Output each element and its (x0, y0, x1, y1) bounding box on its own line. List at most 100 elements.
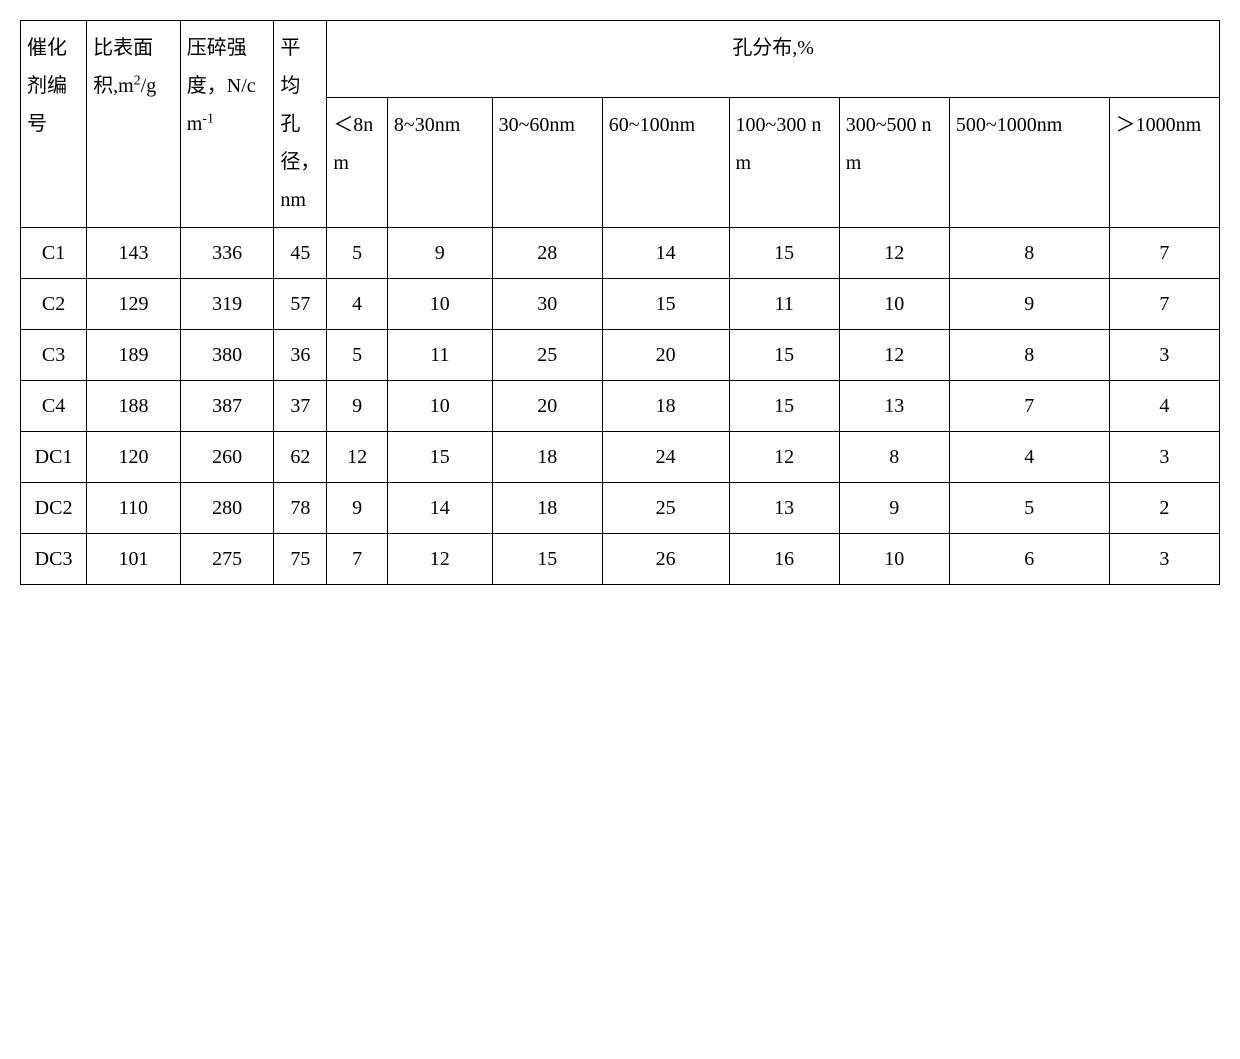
cell-dist-8-30: 9 (387, 228, 492, 279)
table-row: DC3101275757121526161063 (21, 534, 1220, 585)
col-header-surface-area: 比表面积,m2/g (87, 21, 181, 228)
crush-strength-sup: -1 (202, 111, 214, 126)
cell-avg-pore: 45 (274, 228, 327, 279)
cell-dist-100-300: 15 (729, 330, 839, 381)
cell-dist-lt8: 4 (327, 279, 388, 330)
cell-dist-8-30: 15 (387, 432, 492, 483)
cell-dist-lt8: 9 (327, 483, 388, 534)
cell-dist-100-300: 16 (729, 534, 839, 585)
cell-dist-60-100: 14 (602, 228, 729, 279)
cell-dist-500-1000: 8 (949, 228, 1109, 279)
cell-dist-500-1000: 5 (949, 483, 1109, 534)
cell-dist-300-500: 12 (839, 228, 949, 279)
cell-crush-strength: 280 (180, 483, 274, 534)
cell-avg-pore: 62 (274, 432, 327, 483)
cell-catalyst-id: C1 (21, 228, 87, 279)
cell-dist-gt1000: 3 (1109, 534, 1219, 585)
cell-dist-lt8: 9 (327, 381, 388, 432)
cell-dist-gt1000: 7 (1109, 279, 1219, 330)
cell-dist-100-300: 11 (729, 279, 839, 330)
cell-dist-30-60: 20 (492, 381, 602, 432)
cell-dist-gt1000: 2 (1109, 483, 1219, 534)
cell-dist-500-1000: 6 (949, 534, 1109, 585)
cell-dist-30-60: 30 (492, 279, 602, 330)
col-header-dist-60-100: 60~100nm (602, 97, 729, 227)
cell-catalyst-id: DC3 (21, 534, 87, 585)
col-header-dist-gt1000: ＞1000nm (1109, 97, 1219, 227)
cell-dist-500-1000: 4 (949, 432, 1109, 483)
cell-crush-strength: 387 (180, 381, 274, 432)
catalyst-properties-table: 催化剂编号 比表面积,m2/g 压碎强度，N/cm-1 平均孔径，nm 孔分布,… (20, 20, 1220, 585)
data-table: 催化剂编号 比表面积,m2/g 压碎强度，N/cm-1 平均孔径，nm 孔分布,… (20, 20, 1220, 585)
cell-avg-pore: 78 (274, 483, 327, 534)
cell-catalyst-id: C4 (21, 381, 87, 432)
table-row: DC1120260621215182412843 (21, 432, 1220, 483)
cell-dist-lt8: 12 (327, 432, 388, 483)
cell-crush-strength: 380 (180, 330, 274, 381)
cell-dist-500-1000: 7 (949, 381, 1109, 432)
col-header-dist-500-1000: 500~1000nm (949, 97, 1109, 227)
cell-dist-60-100: 24 (602, 432, 729, 483)
cell-dist-100-300: 15 (729, 381, 839, 432)
table-row: DC211028078914182513952 (21, 483, 1220, 534)
cell-dist-lt8: 5 (327, 228, 388, 279)
cell-dist-60-100: 26 (602, 534, 729, 585)
cell-crush-strength: 336 (180, 228, 274, 279)
cell-dist-30-60: 25 (492, 330, 602, 381)
col-header-crush-strength: 压碎强度，N/cm-1 (180, 21, 274, 228)
surface-area-sup: 2 (134, 73, 141, 88)
cell-dist-60-100: 25 (602, 483, 729, 534)
cell-dist-8-30: 10 (387, 279, 492, 330)
cell-dist-30-60: 28 (492, 228, 602, 279)
cell-dist-300-500: 10 (839, 534, 949, 585)
col-header-avg-pore-diameter: 平均孔径，nm (274, 21, 327, 228)
cell-dist-100-300: 15 (729, 228, 839, 279)
cell-dist-8-30: 11 (387, 330, 492, 381)
cell-crush-strength: 319 (180, 279, 274, 330)
cell-avg-pore: 37 (274, 381, 327, 432)
cell-avg-pore: 57 (274, 279, 327, 330)
cell-dist-300-500: 8 (839, 432, 949, 483)
cell-dist-60-100: 15 (602, 279, 729, 330)
cell-dist-300-500: 10 (839, 279, 949, 330)
table-row: C114333645592814151287 (21, 228, 1220, 279)
cell-catalyst-id: C2 (21, 279, 87, 330)
cell-dist-300-500: 12 (839, 330, 949, 381)
cell-dist-gt1000: 3 (1109, 330, 1219, 381)
cell-dist-8-30: 10 (387, 381, 492, 432)
cell-surface-area: 143 (87, 228, 181, 279)
cell-surface-area: 101 (87, 534, 181, 585)
cell-dist-gt1000: 3 (1109, 432, 1219, 483)
cell-crush-strength: 260 (180, 432, 274, 483)
cell-dist-8-30: 12 (387, 534, 492, 585)
cell-dist-300-500: 13 (839, 381, 949, 432)
cell-dist-60-100: 20 (602, 330, 729, 381)
cell-surface-area: 188 (87, 381, 181, 432)
cell-dist-500-1000: 8 (949, 330, 1109, 381)
surface-area-unit-tail: /g (141, 75, 157, 97)
cell-avg-pore: 75 (274, 534, 327, 585)
cell-dist-100-300: 13 (729, 483, 839, 534)
cell-catalyst-id: C3 (21, 330, 87, 381)
col-header-catalyst-id: 催化剂编号 (21, 21, 87, 228)
cell-avg-pore: 36 (274, 330, 327, 381)
cell-surface-area: 110 (87, 483, 181, 534)
cell-dist-gt1000: 7 (1109, 228, 1219, 279)
cell-dist-gt1000: 4 (1109, 381, 1219, 432)
table-row: C2129319574103015111097 (21, 279, 1220, 330)
cell-dist-30-60: 15 (492, 534, 602, 585)
col-header-dist-30-60: 30~60nm (492, 97, 602, 227)
cell-dist-500-1000: 9 (949, 279, 1109, 330)
table-row: C4188387379102018151374 (21, 381, 1220, 432)
col-header-dist-8-30: 8~30nm (387, 97, 492, 227)
cell-dist-lt8: 7 (327, 534, 388, 585)
col-header-dist-lt8: ＜8nm (327, 97, 388, 227)
cell-dist-8-30: 14 (387, 483, 492, 534)
cell-surface-area: 120 (87, 432, 181, 483)
table-row: C3189380365112520151283 (21, 330, 1220, 381)
col-header-pore-distribution-group: 孔分布,% (327, 21, 1220, 98)
table-body: C114333645592814151287C21293195741030151… (21, 228, 1220, 585)
crush-strength-label: 压碎强度，N/cm (187, 37, 256, 135)
cell-dist-30-60: 18 (492, 483, 602, 534)
cell-dist-60-100: 18 (602, 381, 729, 432)
